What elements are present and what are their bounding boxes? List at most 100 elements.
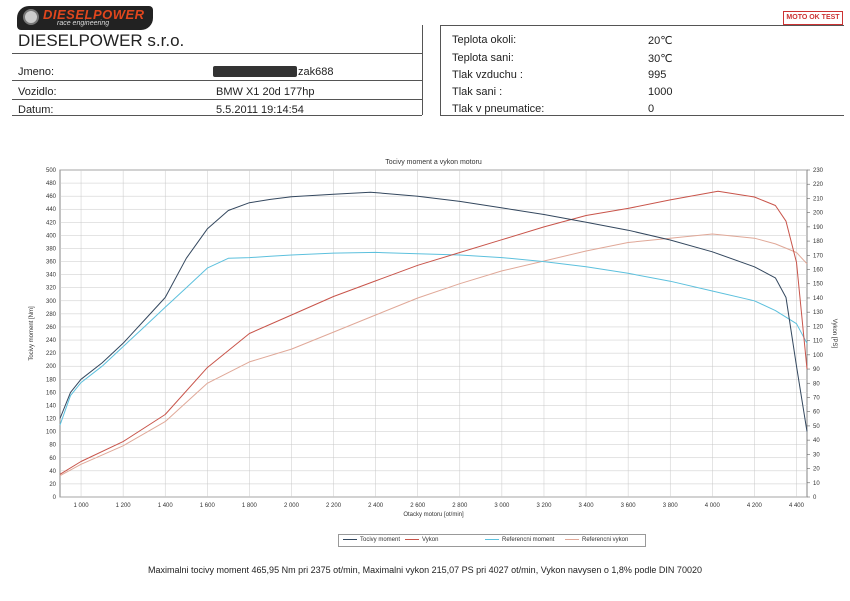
plot-frame (59, 169, 808, 498)
y-right-tick-label: 110 (813, 339, 823, 345)
y-right-tick-label: 220 (813, 182, 824, 188)
y-right-tick-label: 150 (813, 282, 824, 288)
row-divider (12, 115, 422, 116)
series-line-referencni-moment (59, 251, 808, 426)
teplota-okoli-label: Teplota okoli: (452, 34, 517, 46)
y-right-tick-label: 60 (813, 410, 820, 416)
logo-tagline: race engineering (57, 20, 110, 27)
tlak-vzduchu-label: Tlak vzduchu : (452, 69, 523, 81)
x-tick-label: 2 800 (452, 503, 468, 509)
y-right-tick-label: 120 (813, 324, 824, 330)
x-axis-label: Otacky motoru [ot/min] (403, 512, 464, 518)
tlak-vzduchu-value: 995 (648, 69, 667, 81)
y-right-tick-label: 90 (813, 367, 820, 373)
y-left-tick-label: 420 (46, 220, 57, 226)
y-right-tick-label: 130 (813, 310, 824, 316)
y-left-tick-label: 240 (46, 338, 57, 344)
x-tick-label: 4 000 (705, 503, 721, 509)
y-right-tick-label: 100 (813, 353, 824, 359)
left-box-top-border (12, 53, 422, 54)
x-tick-label: 1 000 (74, 503, 90, 509)
logo-brand: DIESELPOWER (43, 7, 145, 22)
x-tick-label: 3 600 (621, 503, 637, 509)
teplota-sani-label: Teplota sani: (452, 52, 514, 64)
y-left-tick-label: 180 (46, 377, 57, 383)
chart-title: Tocivy moment a vykon motoru (385, 159, 482, 166)
y-right-tick-label: 190 (813, 225, 824, 231)
y-left-tick-label: 60 (49, 456, 56, 462)
datum-value: 5.5.2011 19:14:54 (216, 104, 304, 116)
legend-label: Referencni vykon (582, 537, 629, 543)
y-left-tick-label: 440 (46, 207, 57, 213)
x-tick-label: 1 600 (200, 503, 216, 509)
legend-label: Vykon (422, 537, 439, 543)
legend-swatch (343, 538, 357, 540)
x-tick-label: 4 200 (747, 503, 763, 509)
row-divider (12, 99, 422, 100)
y-right-axis-label: Vykon [PS] (831, 319, 837, 349)
legend-item: Vykon (405, 537, 438, 543)
y-right-tick-label: 70 (813, 395, 820, 401)
y-left-tick-label: 260 (46, 325, 57, 331)
x-tick-label: 1 200 (116, 503, 132, 509)
y-right-tick-label: 230 (813, 168, 824, 174)
y-left-tick-label: 80 (49, 443, 56, 449)
legend-item: Tocivy moment (343, 537, 400, 543)
jmeno-label: Jmeno: (18, 66, 55, 78)
y-left-tick-label: 300 (46, 299, 57, 305)
y-left-tick-label: 200 (46, 364, 57, 370)
legend-swatch (405, 538, 419, 540)
teplota-sani-value: 30℃ (648, 53, 673, 65)
x-tick-label: 3 000 (494, 503, 510, 509)
vozidlo-label: Vozidlo: (18, 86, 57, 98)
legend-label: Referencni moment (502, 537, 555, 543)
y-left-tick-label: 160 (46, 390, 57, 396)
box-divider (422, 25, 423, 115)
y-left-tick-label: 20 (49, 482, 56, 488)
y-right-tick-label: 30 (813, 452, 820, 458)
y-right-tick-label: 160 (813, 268, 824, 274)
y-right-tick-label: 170 (813, 253, 824, 259)
teplota-okoli-value: 20℃ (648, 35, 673, 47)
x-tick-label: 3 400 (579, 503, 595, 509)
legend-item: Referencni moment (485, 537, 554, 543)
jmeno-value: zak688 (298, 66, 334, 78)
datum-label: Datum: (18, 104, 54, 116)
y-right-tick-label: 80 (813, 381, 820, 387)
y-left-tick-label: 340 (46, 273, 57, 279)
gear-icon (23, 9, 39, 25)
redacted-name (213, 66, 297, 77)
x-tick-label: 2 400 (368, 503, 384, 509)
y-left-tick-label: 380 (46, 246, 57, 252)
legend-swatch (565, 538, 579, 540)
dieselpower-logo: DIESELPOWER race engineering (17, 6, 153, 30)
legend-swatch (485, 538, 499, 540)
tlak-pneumatice-value: 0 (648, 103, 655, 115)
right-box-left-border (440, 25, 441, 115)
x-tick-label: 4 400 (789, 503, 805, 509)
y-left-tick-label: 120 (46, 417, 57, 423)
y-right-tick-label: 50 (813, 424, 820, 430)
y-left-tick-label: 500 (46, 168, 57, 174)
row-divider (12, 80, 422, 81)
y-left-tick-label: 0 (53, 495, 57, 501)
x-tick-label: 1 800 (242, 503, 258, 509)
y-left-tick-label: 320 (46, 286, 57, 292)
chart-legend: Tocivy moment Vykon Referencni moment Re… (338, 534, 646, 547)
y-right-tick-label: 20 (813, 467, 820, 473)
y-left-tick-label: 40 (49, 469, 56, 475)
x-tick-label: 2 600 (410, 503, 426, 509)
y-left-tick-label: 360 (46, 260, 57, 266)
tlak-sani-label: Tlak sani : (452, 86, 503, 98)
y-right-tick-label: 140 (813, 296, 824, 302)
legend-item: Referencni vykon (565, 537, 628, 543)
series-line-tocivy-moment (59, 191, 808, 432)
vozidlo-value: BMW X1 20d 177hp (216, 86, 315, 98)
y-right-tick-label: 10 (813, 481, 820, 487)
tlak-sani-value: 1000 (648, 86, 673, 98)
tlak-pneumatice-label: Tlak v pneumatice: (452, 103, 545, 115)
y-left-tick-label: 220 (46, 351, 57, 357)
x-tick-label: 3 200 (536, 503, 552, 509)
company-name: DIESELPOWER s.r.o. (18, 31, 185, 50)
